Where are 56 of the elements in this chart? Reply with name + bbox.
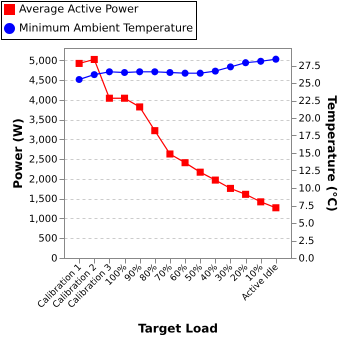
x-axis-title: Target Load bbox=[138, 322, 218, 336]
y-tick-label: 1,000 bbox=[28, 214, 58, 225]
y2-tick-label: 10.0 bbox=[298, 184, 321, 194]
point bbox=[242, 190, 250, 198]
point bbox=[226, 63, 234, 70]
y2-tick-label: 25.0 bbox=[298, 78, 321, 90]
y2-tick-label: 12.5 bbox=[298, 166, 321, 177]
point bbox=[196, 168, 204, 176]
point bbox=[166, 150, 174, 158]
point bbox=[76, 60, 83, 67]
point bbox=[272, 56, 280, 63]
y-tick-label: 2,000 bbox=[28, 174, 58, 186]
point bbox=[166, 68, 174, 76]
y2-tick-label: 0.0 bbox=[298, 254, 314, 264]
point bbox=[151, 68, 158, 76]
point bbox=[212, 68, 219, 75]
y2-axis-title: Temperature (°C) bbox=[324, 95, 339, 212]
point bbox=[196, 70, 204, 77]
point bbox=[136, 68, 144, 76]
point bbox=[120, 68, 128, 76]
point bbox=[106, 68, 113, 76]
y-tick-label: 0 bbox=[51, 254, 58, 264]
point bbox=[136, 103, 144, 110]
point bbox=[226, 184, 234, 192]
y2-tick-label: 22.5 bbox=[298, 96, 321, 107]
point bbox=[90, 71, 98, 78]
y-tick-label: 4,500 bbox=[28, 76, 58, 87]
point bbox=[212, 176, 219, 184]
y2-tick-label: 5.0 bbox=[298, 218, 314, 230]
point bbox=[76, 76, 83, 84]
y-axis-title: Power (W) bbox=[10, 118, 25, 189]
y-tick-label: 2,500 bbox=[28, 154, 58, 166]
y2-tick-label: 27.5 bbox=[298, 61, 321, 72]
y2-tick-label: 17.5 bbox=[298, 131, 321, 142]
y-tick-label: 1,500 bbox=[28, 194, 58, 206]
y-tick-label: 3,000 bbox=[28, 134, 58, 146]
point bbox=[182, 159, 189, 166]
y2-tick-label: 20.0 bbox=[298, 114, 321, 124]
point bbox=[182, 70, 189, 77]
y-tick-label: 500 bbox=[38, 234, 58, 245]
point bbox=[242, 59, 250, 66]
y-tick-label: 3,500 bbox=[28, 115, 58, 126]
point bbox=[272, 204, 280, 212]
point bbox=[90, 56, 98, 64]
point bbox=[120, 94, 128, 102]
y2-tick-label: 15.0 bbox=[298, 148, 321, 160]
point bbox=[151, 127, 158, 134]
y-tick-label: 4,000 bbox=[28, 95, 58, 106]
legend-label: Average Active Power bbox=[19, 2, 139, 16]
point bbox=[106, 94, 113, 102]
y2-tick-label: 2.5 bbox=[298, 236, 314, 247]
y-tick-label: 5,000 bbox=[28, 56, 58, 67]
point bbox=[257, 58, 264, 65]
y2-tick-label: 7.5 bbox=[298, 201, 314, 212]
point bbox=[257, 198, 264, 206]
legend-label: Minimum Ambient Temperature bbox=[19, 22, 194, 34]
